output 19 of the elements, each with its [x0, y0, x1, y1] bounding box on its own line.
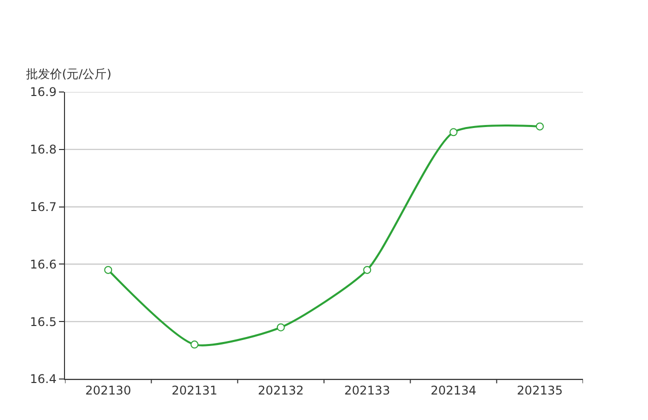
x-tick-label: 202135	[516, 383, 563, 398]
x-tick-label: 202131	[172, 383, 218, 398]
point	[450, 128, 458, 136]
y-tick-label: 16.5	[30, 314, 57, 329]
y-tick-label: 16.9	[30, 85, 57, 100]
point	[276, 323, 285, 332]
x-tick-label: 202133	[344, 383, 390, 398]
y-tick-label: 16.6	[30, 257, 57, 272]
y-tick-label: 16.7	[30, 200, 57, 214]
point	[363, 266, 372, 274]
y-axis-title: 批发价(元/公斤)	[26, 67, 112, 81]
y-tick-label: 16.4	[30, 372, 57, 386]
x-tick-label: 202134	[430, 383, 476, 398]
y-tick-label: 16.8	[30, 142, 57, 157]
x-tick-label: 202130	[85, 383, 132, 398]
point	[536, 122, 544, 130]
point	[104, 266, 112, 274]
point	[190, 340, 198, 349]
x-tick-label: 202132	[258, 383, 304, 398]
